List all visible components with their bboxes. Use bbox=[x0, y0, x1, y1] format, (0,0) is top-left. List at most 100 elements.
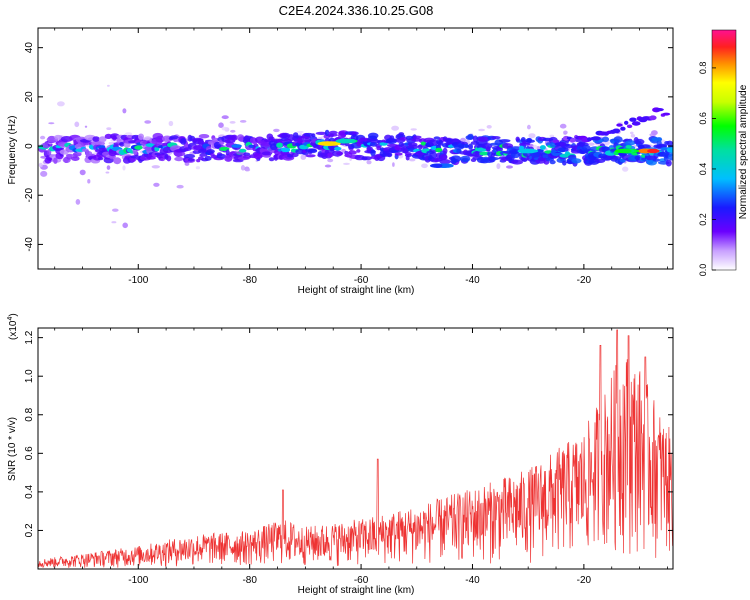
spectrogram-cell bbox=[569, 138, 576, 143]
spectrogram-cell bbox=[467, 133, 474, 140]
spectrogram-cell bbox=[122, 222, 128, 229]
spectrogram-cell bbox=[515, 136, 520, 142]
spectrogram-cell bbox=[71, 156, 80, 162]
spectrogram-cell bbox=[245, 168, 251, 172]
spectrogram-cell bbox=[38, 162, 43, 168]
spectrogram-cell bbox=[187, 158, 195, 162]
spectrogram-cell bbox=[549, 160, 556, 165]
spectrogram-cell bbox=[334, 146, 342, 151]
spectrogram-cell bbox=[230, 129, 236, 133]
x-tick-label: -20 bbox=[577, 575, 592, 586]
spectrogram-cell bbox=[665, 159, 672, 167]
spectrogram-hotspot bbox=[319, 141, 337, 146]
spectrogram-cell bbox=[410, 128, 417, 131]
spectrogram-cell bbox=[435, 147, 443, 153]
colorbar-gradient bbox=[711, 29, 737, 271]
spectrogram-cell bbox=[656, 137, 663, 142]
spectrogram-cell bbox=[119, 141, 125, 147]
spectrogram-cell bbox=[631, 121, 641, 126]
x-tick-label: -100 bbox=[128, 575, 148, 586]
spectrogram-cell bbox=[106, 165, 111, 170]
spectrogram-cell bbox=[231, 144, 242, 148]
spectrogram-cell bbox=[109, 133, 120, 140]
spectrogram-cell bbox=[204, 155, 212, 161]
spectrogram-cell bbox=[389, 135, 395, 142]
y-tick-label: 0 bbox=[24, 143, 35, 149]
spectrogram-cell bbox=[54, 134, 63, 140]
spectrogram-cell bbox=[348, 150, 357, 155]
spectrogram-cell bbox=[291, 152, 299, 158]
spectrogram-cell bbox=[268, 157, 275, 162]
spectrogram-cell bbox=[622, 166, 629, 172]
snr-panel: -100 -80 -60 -40 -20 0.2 0.4 0.6 0.8 1.0 1.2 Heig… bbox=[7, 313, 674, 596]
snr-series-line bbox=[38, 329, 673, 568]
spectrogram-cell bbox=[107, 84, 110, 87]
spectrogram-cell bbox=[559, 123, 567, 129]
spectrogram-cell bbox=[587, 137, 592, 142]
spectrogram-cell bbox=[557, 147, 569, 153]
spectrogram-cell bbox=[297, 137, 303, 144]
snr-scale-close: ) bbox=[8, 313, 19, 316]
spectrogram-cell bbox=[273, 154, 279, 161]
spectrogram-cell bbox=[151, 165, 160, 169]
spectrogram-cell bbox=[239, 120, 247, 123]
spectrogram-cell bbox=[211, 137, 219, 142]
spectrogram-cell bbox=[571, 158, 582, 164]
spectrogram-cell bbox=[183, 154, 196, 159]
y-tick-label: -40 bbox=[24, 237, 35, 252]
colorbar-tick-label: 0.6 bbox=[698, 112, 708, 125]
spectrogram-cell bbox=[624, 120, 629, 125]
spectrogram-cell bbox=[324, 164, 332, 168]
spectrogram-cell bbox=[94, 141, 106, 146]
spectrogram-cell bbox=[421, 163, 428, 169]
spectrogram-cell bbox=[111, 221, 117, 224]
spectrogram-cell bbox=[527, 124, 531, 130]
spectrogram-cell bbox=[634, 138, 645, 145]
spectrogram-cell bbox=[199, 153, 208, 157]
snr-x-axis: -100 -80 -60 -40 -20 bbox=[54, 328, 668, 586]
spectrogram-cell bbox=[85, 151, 93, 157]
spectrogram-cell bbox=[429, 139, 439, 147]
spectrogram-cell bbox=[536, 149, 544, 153]
spectrogram-cell bbox=[506, 165, 513, 169]
spectrogram-cell bbox=[243, 152, 251, 157]
snr-scale-prefix: (x10 bbox=[8, 320, 19, 340]
spectrogram-cell bbox=[180, 138, 187, 145]
spectrogram-cell bbox=[198, 134, 210, 139]
spectrogram-cell bbox=[390, 149, 402, 153]
spectrogram-cell bbox=[488, 157, 500, 161]
spectrogram-cell bbox=[108, 149, 117, 157]
colorbar-tick-label: 0.2 bbox=[698, 213, 708, 226]
y-tick-label: 20 bbox=[24, 91, 35, 103]
spectrogram-cell bbox=[563, 130, 568, 135]
spectrogram-cell bbox=[213, 141, 221, 149]
spectrogram-cell bbox=[536, 146, 541, 150]
spectrogram-cell bbox=[496, 163, 501, 170]
spectrogram-cell bbox=[184, 162, 190, 166]
svg-text:(x104): (x104) bbox=[7, 313, 19, 340]
spectrogram-cell bbox=[442, 147, 448, 154]
spectrogram-cell bbox=[616, 123, 623, 127]
spectrogram-cell bbox=[138, 133, 144, 140]
spectrogram-cell bbox=[169, 135, 179, 140]
spectrogram-cell bbox=[48, 122, 55, 125]
spectrogram-cell bbox=[116, 137, 121, 144]
y-tick-label: 0.6 bbox=[24, 446, 35, 460]
spectrogram-cell bbox=[464, 144, 469, 148]
spectrogram-cell bbox=[526, 137, 532, 142]
spectrogram-cell bbox=[229, 121, 236, 124]
spectrogram-cell bbox=[40, 170, 48, 177]
x-tick-label: -60 bbox=[354, 575, 369, 586]
spectrogram-cell bbox=[601, 136, 610, 143]
spectrogram-cell bbox=[300, 154, 307, 160]
spectrogram-panel: -100 -80 -60 -40 -20 40 20 0 -20 -40 Height of s… bbox=[7, 27, 674, 296]
spectrogram-hotspot bbox=[517, 148, 530, 154]
spectrogram-cell bbox=[528, 133, 536, 139]
spectrogram-cell bbox=[394, 152, 403, 156]
spectrogram-cell bbox=[392, 162, 395, 167]
spectrogram-cell bbox=[620, 126, 626, 131]
y-tick-label: -20 bbox=[24, 188, 35, 203]
spectrogram-cell bbox=[362, 156, 372, 161]
spectrogram-cell bbox=[122, 108, 127, 114]
spectrogram-cell bbox=[307, 148, 318, 154]
